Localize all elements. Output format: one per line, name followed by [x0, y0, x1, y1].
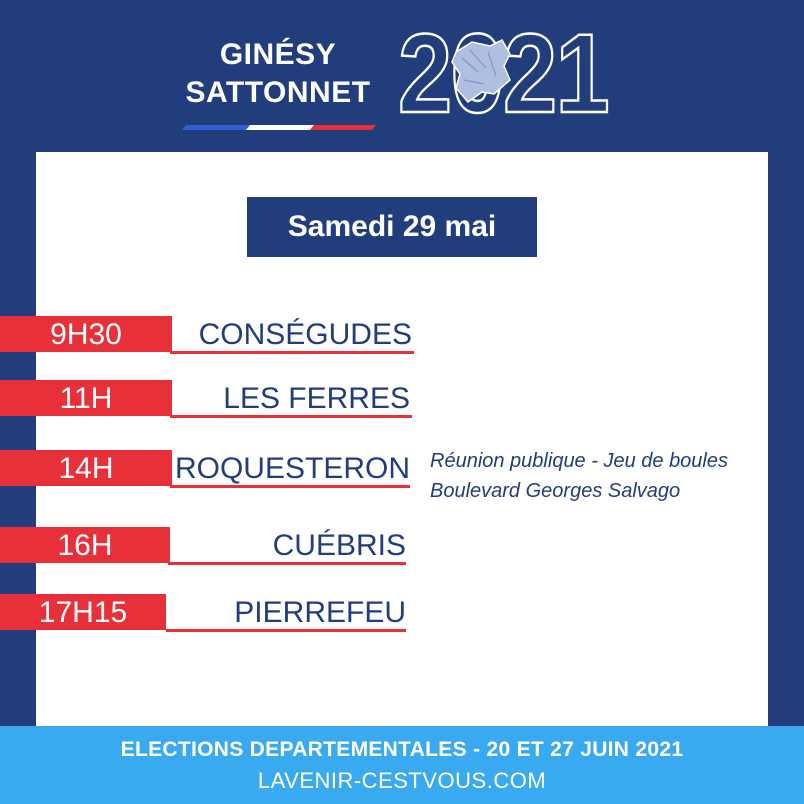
place-underline	[170, 485, 410, 488]
schedule-row: 11H LES FERRES	[0, 380, 420, 422]
department-map-icon	[451, 39, 511, 104]
place-underline	[170, 351, 414, 354]
candidate-name-1: GINÉSY	[219, 38, 337, 71]
place-underline	[168, 562, 406, 565]
candidate-names: GINÉSY SATTONNET	[176, 36, 380, 112]
time-label: 9H30	[0, 316, 172, 352]
place-label: LES FERRES	[223, 382, 410, 415]
event-note-title: Réunion publique - Jeu de boules	[430, 450, 728, 472]
schedule-row: 14H ROQUESTERON	[0, 450, 420, 492]
year-logo: 2021	[398, 22, 610, 122]
website-link[interactable]: LAVENIR-CESTVOUS.COM	[257, 768, 547, 793]
time-label: 14H	[0, 450, 172, 486]
time-label: 17H15	[0, 594, 166, 630]
place-label: CUÉBRIS	[272, 529, 406, 562]
event-note-address: Boulevard Georges Salvago	[430, 480, 681, 502]
place-underline	[170, 415, 412, 418]
tricolor-stripe	[182, 125, 376, 130]
place-label: CONSÉGUDES	[198, 318, 412, 351]
place-underline	[166, 629, 406, 632]
candidate-name-2: SATTONNET	[185, 76, 371, 109]
schedule-row: 9H30 CONSÉGUDES	[0, 316, 420, 358]
event-note: Réunion publique - Jeu de boules Bouleva…	[430, 446, 780, 506]
place-label: PIERREFEU	[234, 596, 406, 629]
date-badge: Samedi 29 mai	[247, 197, 537, 257]
time-label: 11H	[0, 380, 172, 416]
place-label: ROQUESTERON	[174, 452, 410, 485]
schedule-row: 17H15 PIERREFEU	[0, 594, 420, 636]
schedule-row: 16H CUÉBRIS	[0, 527, 420, 569]
time-label: 16H	[0, 527, 170, 563]
election-dates: ELECTIONS DEPARTEMENTALES - 20 ET 27 JUI…	[120, 738, 684, 761]
footer-banner: ELECTIONS DEPARTEMENTALES - 20 ET 27 JUI…	[0, 726, 804, 804]
